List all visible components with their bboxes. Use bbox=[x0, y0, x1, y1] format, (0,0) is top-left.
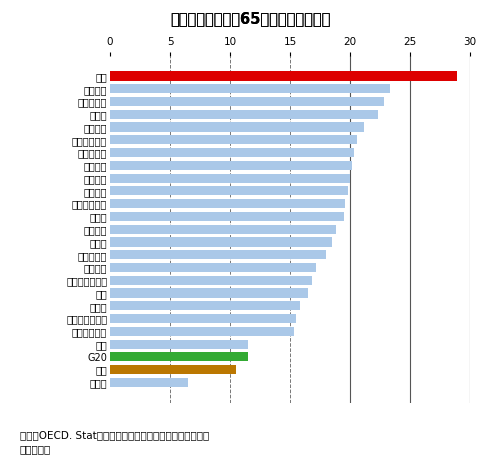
Bar bbox=[110, 352, 248, 362]
Bar bbox=[110, 250, 326, 259]
Text: 図７　世界各国の65歳以上の人口割合: 図７ 世界各国の65歳以上の人口割合 bbox=[170, 12, 330, 26]
Bar bbox=[110, 301, 300, 310]
Bar bbox=[110, 378, 188, 387]
Bar bbox=[110, 212, 344, 221]
Bar bbox=[110, 314, 296, 323]
Bar bbox=[110, 122, 364, 131]
Bar bbox=[110, 174, 350, 183]
Bar bbox=[110, 186, 348, 195]
Bar bbox=[110, 161, 352, 170]
Bar bbox=[110, 263, 316, 272]
Bar bbox=[110, 327, 294, 336]
Bar bbox=[110, 148, 354, 157]
Bar bbox=[110, 288, 308, 298]
Bar bbox=[110, 275, 312, 285]
Text: 作成: 作成 bbox=[20, 444, 52, 455]
Bar bbox=[110, 238, 332, 247]
Bar bbox=[110, 199, 345, 208]
Bar bbox=[110, 110, 378, 119]
Text: 図７　世界各国の65歳以上の人口割合: 図７ 世界各国の65歳以上の人口割合 bbox=[170, 12, 330, 26]
Bar bbox=[110, 71, 457, 81]
Bar bbox=[110, 339, 248, 349]
Bar bbox=[110, 97, 384, 106]
Bar bbox=[110, 84, 390, 94]
Bar bbox=[110, 225, 336, 234]
Bar bbox=[110, 365, 236, 374]
Text: 出所：OECD. Statデータをもとに医薬産業政策研究所にて: 出所：OECD. Statデータをもとに医薬産業政策研究所にて bbox=[20, 431, 209, 441]
Bar bbox=[110, 135, 357, 144]
